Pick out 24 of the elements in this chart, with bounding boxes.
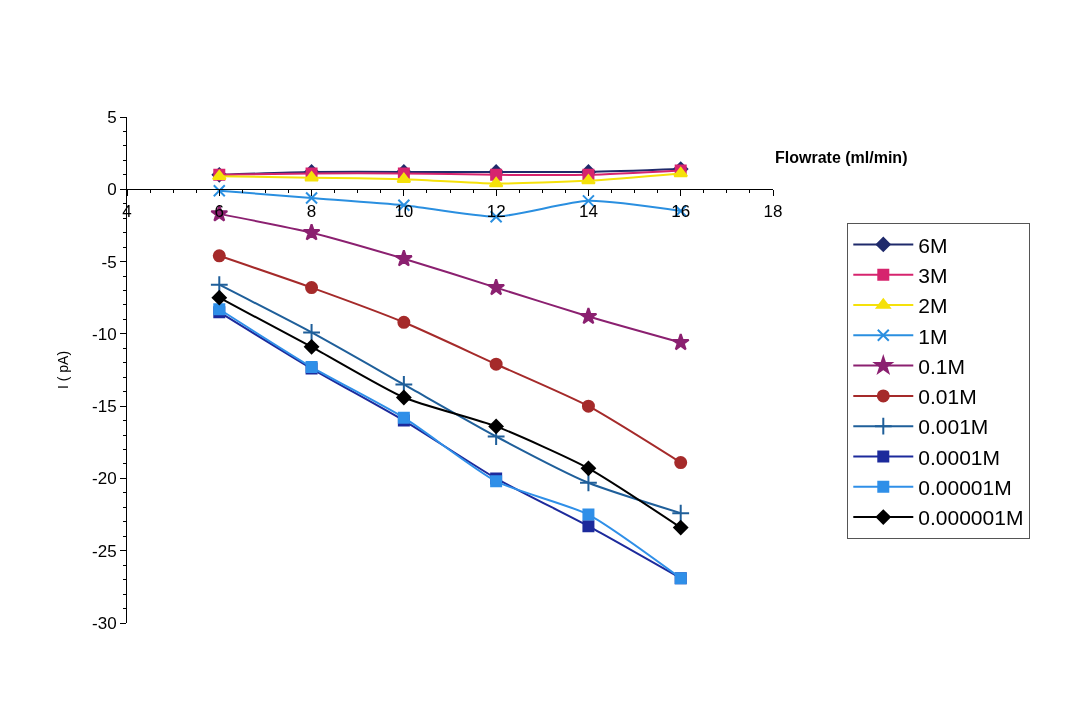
x-tick-label: 10 [394,201,414,221]
y-tick-label: -30 [92,613,117,633]
y-tick-label: 5 [107,107,117,127]
legend-label: 6M [918,233,948,257]
y-tick-label: 0 [107,180,117,200]
legend-label: 0.0001M [918,445,1001,469]
legend-label: 0.1M [918,354,965,378]
y-tick-label: -20 [92,469,117,489]
x-axis-title: Flowrate (ml/min) [775,149,908,166]
legend-label: 0.001M [918,415,989,439]
legend-label: 0.00001M [918,476,1012,499]
y-tick-label: -10 [92,324,117,344]
legend-label: 3M [918,263,948,287]
y-tick-label: -5 [101,252,117,272]
x-tick-label: 8 [306,201,317,221]
x-tick-label: 18 [763,201,783,221]
y-axis-title: I ( pA) [54,350,71,390]
legend-label: 0.000001M [918,506,1024,530]
y-tick-label: -25 [92,541,117,561]
x-tick-label: 14 [578,201,598,221]
legend-label: 1M [918,324,948,348]
legend-label: 2M [918,294,948,318]
legend-label: 0.01M [918,385,977,409]
y-tick-label: -15 [92,397,117,417]
